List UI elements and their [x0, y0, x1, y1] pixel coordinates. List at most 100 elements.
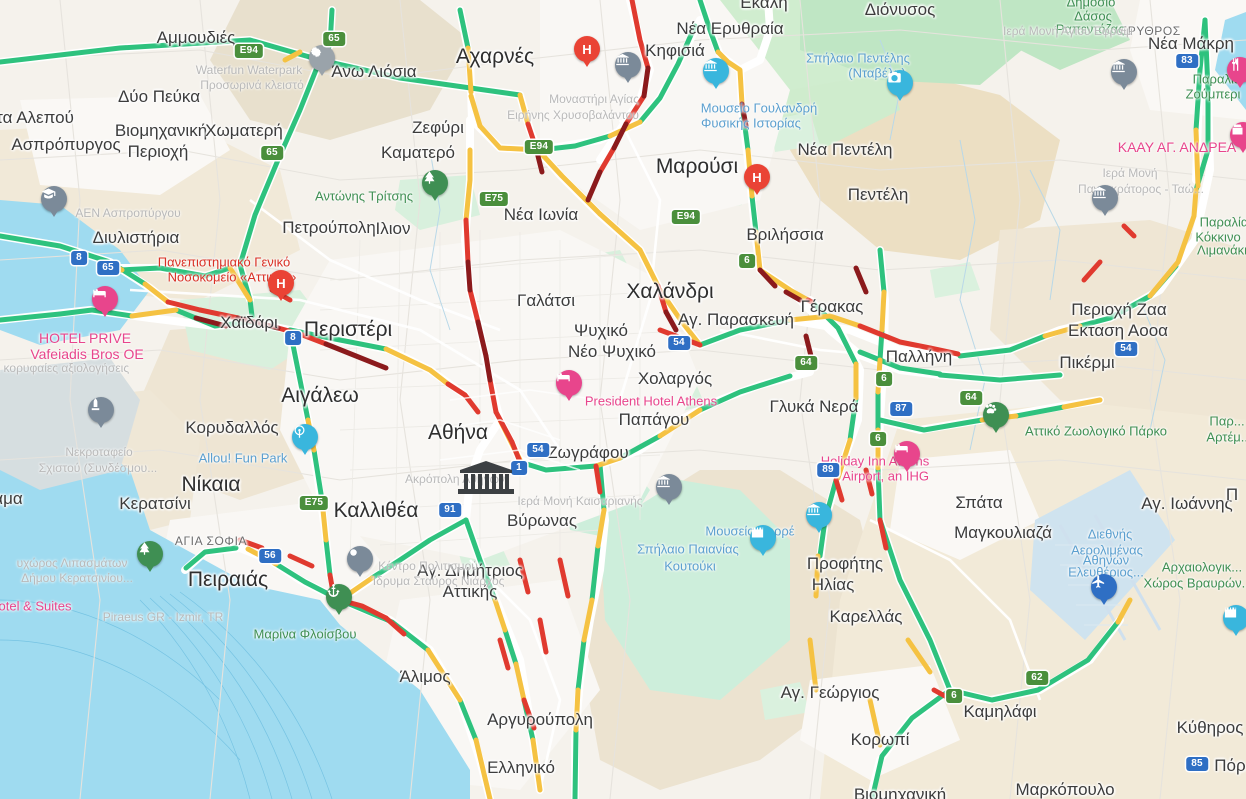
highway-shield: E75	[299, 496, 329, 510]
water-reservoir	[1030, 470, 1175, 640]
castle-pin-vravrona[interactable]	[1223, 605, 1246, 631]
H-icon: H	[744, 164, 770, 190]
museum-pin-pantokratoros[interactable]	[1092, 185, 1118, 211]
highway-shield: E94	[671, 210, 701, 224]
highway-shield: 65	[97, 261, 119, 275]
center-streets	[429, 389, 601, 471]
highway-shield: 54	[527, 443, 549, 457]
bed-icon	[92, 286, 118, 312]
tree-icon	[137, 541, 163, 567]
hospital-pin-attikon[interactable]: H	[268, 270, 294, 296]
park-pin-keratsini[interactable]	[137, 541, 163, 567]
highway-shield: 91	[439, 503, 461, 517]
castle-icon	[1223, 605, 1246, 631]
highway-shield: 54	[1115, 342, 1137, 356]
green-patch4	[930, 262, 980, 298]
tree-icon	[422, 170, 448, 196]
anchor-icon	[326, 584, 352, 610]
zoo-pin-attica-park[interactable]	[983, 402, 1009, 428]
museum-pin-agiou-efraim[interactable]	[1111, 59, 1137, 85]
highway-shield: 6	[870, 432, 886, 446]
museum-pin-monastery[interactable]	[615, 52, 641, 78]
highway-shield: 54	[668, 336, 690, 350]
highway-shield: 8	[71, 251, 87, 265]
highway-shield: E94	[234, 44, 264, 58]
forest-hymettus	[600, 480, 790, 700]
highway-shield: 56	[259, 549, 281, 563]
water-port-gray	[0, 358, 140, 490]
shop-icon	[1230, 122, 1246, 148]
hotel-pin-prive[interactable]	[92, 286, 118, 312]
bed-icon	[556, 370, 582, 396]
green-patch8	[760, 682, 810, 720]
ferris-icon	[292, 424, 318, 450]
highway-shield: 6	[946, 689, 962, 703]
hospital-pin-marousi[interactable]: H	[744, 164, 770, 190]
airport-pin-athens[interactable]	[1091, 574, 1117, 600]
park-pin-tritsis[interactable]	[422, 170, 448, 196]
camera-pin-penteli-cave[interactable]	[887, 70, 913, 96]
plane-icon	[1091, 574, 1117, 600]
highway-shield: 6	[876, 372, 892, 386]
highway-shield: 1	[511, 461, 527, 475]
museum-pin-goulandris[interactable]	[703, 58, 729, 84]
forest-rapentoza	[1000, 0, 1130, 70]
museum-icon	[1111, 59, 1137, 85]
cemetery-pin-schistou[interactable]	[88, 397, 114, 423]
museum-icon	[1092, 185, 1118, 211]
H-icon: H	[574, 36, 600, 62]
shop-pin-kaay[interactable]	[1230, 122, 1246, 148]
camera-icon	[887, 70, 913, 96]
paw-icon	[983, 402, 1009, 428]
ferry-route	[0, 591, 333, 799]
minor-roads-dense-urban	[319, 230, 701, 575]
museum-icon	[806, 502, 832, 528]
urban-koropi	[800, 665, 960, 780]
gear-icon	[309, 45, 335, 71]
highway-shield: 62	[1026, 671, 1048, 685]
school-pin-aen[interactable]	[41, 186, 67, 212]
terrain-parnitha	[210, 0, 470, 140]
H-icon: H	[268, 270, 294, 296]
highway-shield: 8	[285, 331, 301, 345]
highway-shield: 65	[261, 146, 283, 160]
green-patch6	[770, 112, 820, 152]
dot-icon	[347, 546, 373, 572]
highway-shield: 64	[795, 356, 817, 370]
park-pin-allou[interactable]	[292, 424, 318, 450]
highway-shield: 87	[890, 402, 912, 416]
water-saronic	[0, 420, 470, 799]
museum-icon	[703, 58, 729, 84]
hotel-pin-holidayinn[interactable]	[894, 441, 920, 467]
monument-icon	[88, 397, 114, 423]
hotel-pin-president[interactable]	[556, 370, 582, 396]
roundabout-icon-ano-liosia[interactable]	[309, 45, 335, 71]
highway-shield: E75	[479, 192, 509, 206]
highway-shield: 6	[739, 254, 755, 268]
forest-penteli-n	[800, 0, 1040, 85]
traffic-severe	[193, 65, 869, 383]
bed-icon	[894, 441, 920, 467]
urban-spata	[890, 450, 1040, 560]
marina-pin-floisvou[interactable]	[326, 584, 352, 610]
castle-icon	[750, 525, 776, 551]
green-tritsis	[395, 175, 480, 230]
highway-shield: 83	[1176, 54, 1198, 68]
museum-icon	[656, 474, 682, 500]
highway-shield: 89	[817, 463, 839, 477]
highway-shield: 85	[1186, 757, 1208, 771]
castle-pin-koutouki[interactable]	[750, 525, 776, 551]
school-icon	[41, 186, 67, 212]
highway-shield: E94	[524, 140, 554, 154]
museum-pin-vorres[interactable]	[806, 502, 832, 528]
food-icon	[1227, 57, 1246, 83]
highway-shield: 65	[323, 32, 345, 46]
hospital-pin-acharnes[interactable]: H	[574, 36, 600, 62]
museum-pin-kaisariani[interactable]	[656, 474, 682, 500]
restaurant-pin-zoumperi[interactable]	[1227, 57, 1246, 83]
museum-pin-niarchos[interactable]	[347, 546, 373, 572]
highway-shield: 64	[960, 391, 982, 405]
museum-icon	[615, 52, 641, 78]
